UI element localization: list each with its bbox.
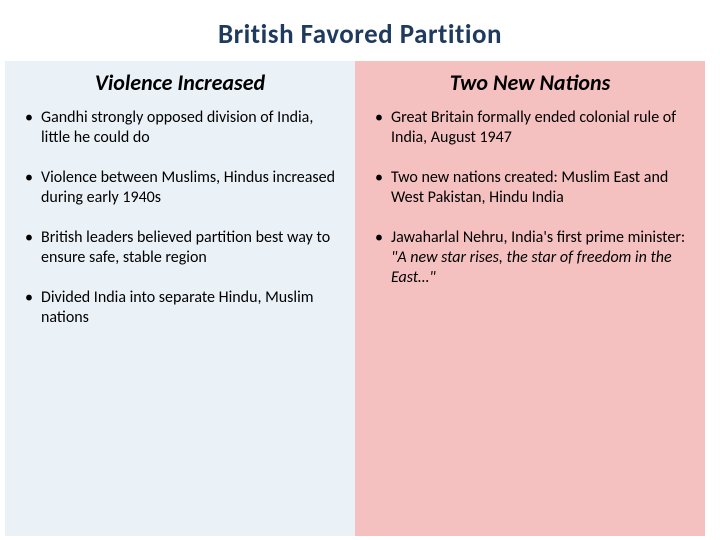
bullet-text-pre: Jawaharlal Nehru, India's first prime mi… xyxy=(391,228,685,247)
left-heading: Violence Increased xyxy=(23,69,337,96)
right-column: Two New Nations Great Britain formally e… xyxy=(355,61,705,536)
columns-wrapper: Violence Increased Gandhi strongly oppos… xyxy=(5,61,705,536)
list-item: British leaders believed partition best … xyxy=(23,228,337,268)
bullet-quote: "A new star rises, the star of freedom i… xyxy=(391,248,672,287)
list-item: Divided India into separate Hindu, Musli… xyxy=(23,288,337,328)
right-bullet-list: Great Britain formally ended colonial ru… xyxy=(373,108,687,288)
list-item: Jawaharlal Nehru, India's first prime mi… xyxy=(373,228,687,288)
list-item: Violence between Muslims, Hindus increas… xyxy=(23,168,337,208)
left-bullet-list: Gandhi strongly opposed division of Indi… xyxy=(23,108,337,328)
list-item: Great Britain formally ended colonial ru… xyxy=(373,108,687,148)
list-item: Two new nations created: Muslim East and… xyxy=(373,168,687,208)
right-heading: Two New Nations xyxy=(373,69,687,96)
slide-title: British Favored Partition xyxy=(0,18,720,51)
slide-container: British Favored Partition Violence Incre… xyxy=(0,0,720,540)
left-column: Violence Increased Gandhi strongly oppos… xyxy=(5,61,355,536)
list-item: Gandhi strongly opposed division of Indi… xyxy=(23,108,337,148)
